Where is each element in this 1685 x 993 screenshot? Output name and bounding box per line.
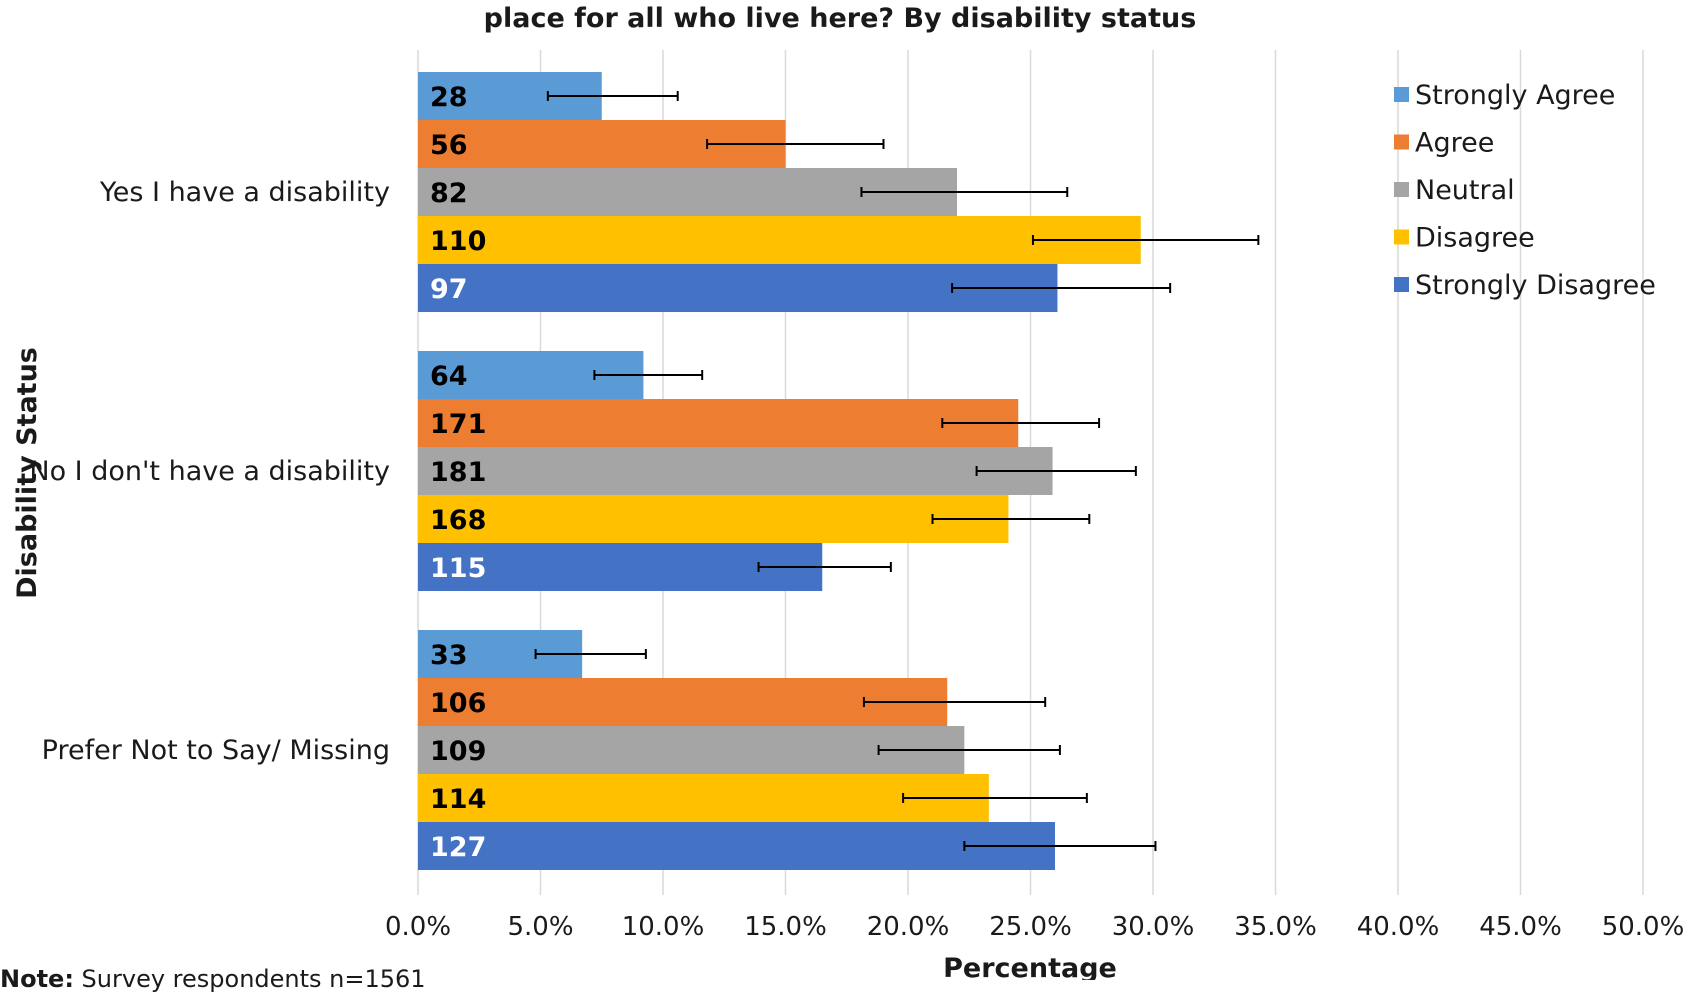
legend-item: Neutral [1394, 175, 1515, 206]
x-tick-label: 45.0% [1479, 912, 1562, 942]
count-labels: 28 56 82 110 97 64 171 181 168 115 33 106 109 114 127 [430, 82, 486, 863]
bar-count-label: 33 [430, 640, 468, 671]
legend-swatch [1394, 87, 1409, 102]
error-bar [1031, 235, 1260, 245]
error-bar [902, 793, 1088, 803]
category-label: No I don't have a disability [29, 456, 390, 487]
bar-count-label: 171 [430, 409, 486, 440]
error-bar [941, 418, 1101, 428]
x-tick-label: 35.0% [1234, 912, 1317, 942]
error-bar [862, 697, 1047, 707]
y-axis-title: Disability Status [12, 347, 43, 599]
bars [418, 72, 1141, 870]
error-bar [534, 649, 647, 659]
bar-count-label: 168 [430, 505, 486, 536]
x-axis-title: Percentage [943, 953, 1117, 980]
bar [418, 447, 1053, 495]
bar [418, 399, 1019, 447]
legend-label: Disagree [1415, 223, 1535, 254]
error-bar [951, 283, 1172, 293]
note-text: Survey respondents n=1561 [73, 965, 426, 993]
bar [418, 678, 948, 726]
chart-title: place for all who live here? By disabili… [484, 3, 1197, 34]
x-tick-label: 40.0% [1357, 912, 1440, 942]
legend-swatch [1394, 229, 1409, 245]
bar-count-label: 110 [430, 226, 486, 257]
x-tick-labels: 0.0% 5.0% 10.0% 15.0% 20.0% 25.0% 30.0% 35.0% 40… [385, 912, 1684, 942]
category-label: Yes I have a disability [99, 177, 390, 208]
bar-count-label: 127 [430, 832, 486, 863]
bar-count-label: 106 [430, 688, 486, 719]
legend-label: Agree [1415, 128, 1494, 159]
legend-swatch [1394, 277, 1409, 292]
error-bar [975, 466, 1137, 476]
legend-item: Strongly Disagree [1394, 270, 1656, 301]
bar-count-label: 97 [430, 274, 468, 305]
bar-count-label: 114 [430, 784, 486, 815]
legend: Strongly Agree Agree Neutral Disagree Strong… [1394, 80, 1656, 301]
bar-count-label: 109 [430, 736, 486, 767]
legend-label: Strongly Disagree [1415, 270, 1656, 301]
x-tick-label: 20.0% [867, 912, 950, 942]
error-bar [877, 745, 1061, 755]
category-label: Prefer Not to Say/ Missing [42, 735, 390, 766]
x-tick-label: 10.0% [622, 912, 705, 942]
legend-item: Disagree [1394, 223, 1535, 254]
bar-count-label: 181 [430, 457, 486, 488]
bar [418, 543, 823, 591]
legend-swatch [1394, 182, 1409, 197]
error-bar [757, 562, 892, 572]
bar-count-label: 28 [430, 82, 468, 113]
bar-count-label: 56 [430, 130, 468, 161]
error-bar [963, 841, 1157, 851]
legend-swatch [1394, 134, 1409, 150]
x-tick-label: 25.0% [989, 912, 1072, 942]
bar [418, 726, 965, 774]
error-bar [593, 370, 704, 380]
legend-label: Neutral [1415, 175, 1515, 206]
error-bar [706, 139, 885, 149]
x-tick-label: 0.0% [385, 912, 451, 942]
bar [418, 495, 1009, 543]
category-labels: Yes I have a disability No I don't have a… [29, 177, 390, 766]
legend-item: Strongly Agree [1394, 80, 1615, 111]
chart-note: Note: Survey respondents n=1561 [0, 965, 426, 993]
x-tick-label: 30.0% [1112, 912, 1195, 942]
legend-label: Strongly Agree [1415, 80, 1615, 111]
note-bold: Note: [0, 965, 74, 993]
x-tick-label: 5.0% [507, 912, 573, 942]
bar [418, 822, 1055, 870]
bar [418, 216, 1141, 264]
bar [418, 774, 989, 822]
x-tick-label: 15.0% [744, 912, 827, 942]
bar [418, 264, 1058, 312]
legend-item: Agree [1394, 128, 1494, 159]
bar-count-label: 64 [430, 361, 468, 392]
bar-count-label: 115 [430, 553, 486, 584]
error-bars [534, 91, 1260, 851]
error-bar [546, 91, 679, 101]
bar-count-label: 82 [430, 178, 468, 209]
x-tick-label: 50.0% [1602, 912, 1685, 942]
error-bar [931, 514, 1091, 524]
error-bar [860, 187, 1069, 197]
